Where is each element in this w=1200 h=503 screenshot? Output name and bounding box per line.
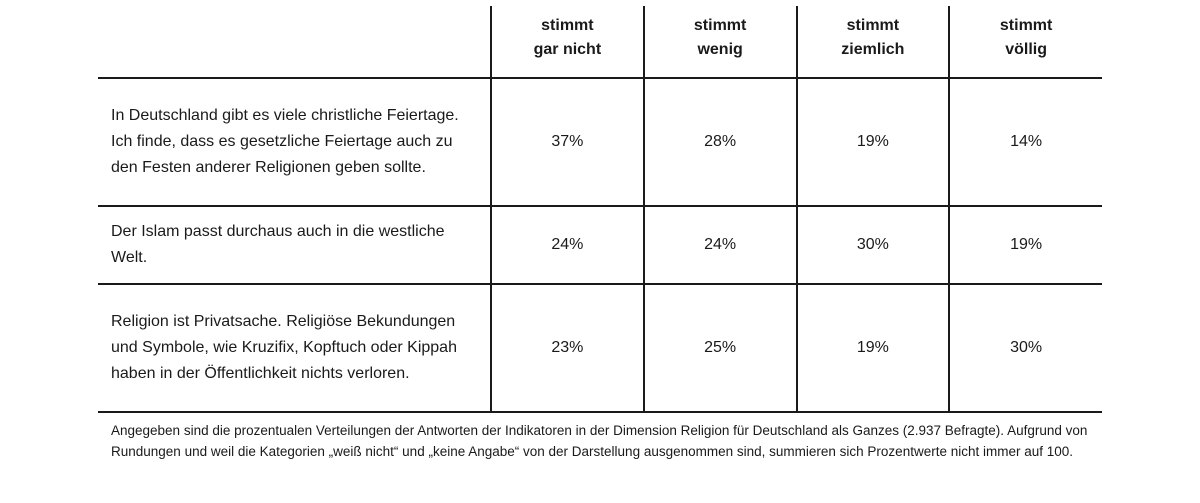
value-cell: 19% bbox=[795, 284, 950, 412]
statement-cell: Der Islam passt durchaus auch in die wes… bbox=[111, 223, 445, 266]
table-row: Der Islam passt durchaus auch in die wes… bbox=[98, 206, 1102, 284]
value-cell: 24% bbox=[490, 206, 644, 284]
value-cell: 28% bbox=[642, 78, 797, 206]
column-header-line: stimmt bbox=[999, 17, 1053, 34]
column-header-line: stimmt bbox=[541, 17, 594, 34]
value-cell: 14% bbox=[948, 78, 1102, 206]
value-cell: 19% bbox=[795, 78, 950, 206]
value-cell: 30% bbox=[948, 284, 1102, 412]
table-header-row: stimmt gar nicht stimmt wenig stimmt zie… bbox=[98, 6, 1102, 78]
statement-cell: Religion ist Privatsache. Religiöse Beku… bbox=[111, 313, 457, 382]
survey-table: stimmt gar nicht stimmt wenig stimmt zie… bbox=[98, 6, 1102, 413]
column-header-line: stimmt bbox=[693, 17, 747, 34]
column-header-wenig: stimmt wenig bbox=[642, 6, 797, 78]
column-header-ziemlich: stimmt ziemlich bbox=[795, 6, 950, 78]
column-header-gar-nicht: stimmt gar nicht bbox=[490, 6, 644, 78]
value-cell: 23% bbox=[490, 284, 644, 412]
statement-cell: In Deutschland gibt es viele christliche… bbox=[111, 107, 459, 176]
column-header-line: gar nicht bbox=[533, 41, 602, 58]
statement-column-header bbox=[98, 6, 491, 78]
column-header-line: ziemlich bbox=[841, 41, 905, 58]
table-footnote: Angegeben sind die prozentualen Verteilu… bbox=[111, 423, 1088, 459]
column-header-line: völlig bbox=[1005, 41, 1048, 58]
value-cell: 30% bbox=[795, 206, 950, 284]
column-header-line: stimmt bbox=[846, 17, 900, 34]
table-row: In Deutschland gibt es viele christliche… bbox=[98, 78, 1102, 206]
value-cell: 37% bbox=[490, 78, 644, 206]
value-cell: 24% bbox=[642, 206, 797, 284]
column-header-voellig: stimmt völlig bbox=[948, 6, 1102, 78]
value-cell: 25% bbox=[642, 284, 797, 412]
column-header-line: wenig bbox=[697, 41, 743, 58]
value-cell: 19% bbox=[948, 206, 1102, 284]
table-row: Religion ist Privatsache. Religiöse Beku… bbox=[98, 284, 1102, 412]
